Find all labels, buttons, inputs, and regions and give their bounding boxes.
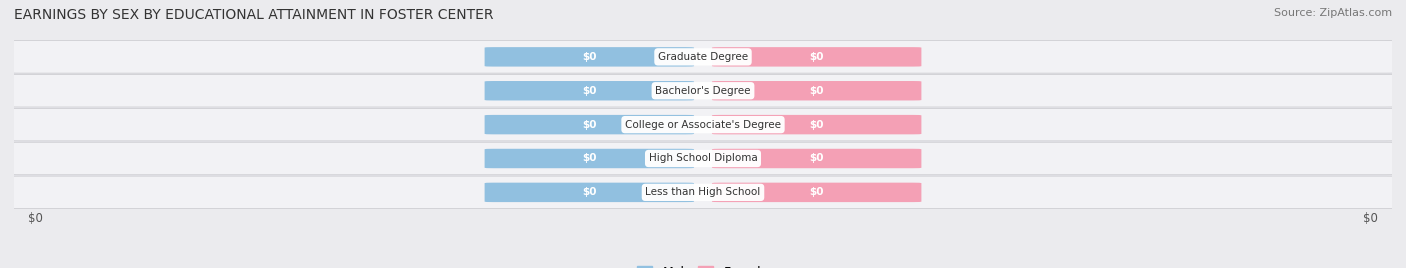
Bar [14, 142, 1392, 176]
FancyBboxPatch shape [485, 149, 695, 168]
Text: $0: $0 [582, 154, 596, 163]
FancyBboxPatch shape [7, 75, 1399, 107]
Bar [14, 176, 1392, 209]
FancyBboxPatch shape [7, 40, 1399, 73]
Legend: Male, Female: Male, Female [633, 260, 773, 268]
FancyBboxPatch shape [485, 115, 695, 134]
Bar [14, 74, 1392, 108]
Text: Source: ZipAtlas.com: Source: ZipAtlas.com [1274, 8, 1392, 18]
Bar [14, 108, 1392, 142]
FancyBboxPatch shape [7, 142, 1399, 175]
Text: Graduate Degree: Graduate Degree [658, 52, 748, 62]
Text: Bachelor's Degree: Bachelor's Degree [655, 86, 751, 96]
Bar [14, 40, 1392, 74]
Text: $0: $0 [582, 187, 596, 197]
FancyBboxPatch shape [7, 108, 1399, 141]
Text: $0: $0 [28, 212, 42, 225]
FancyBboxPatch shape [711, 149, 921, 168]
FancyBboxPatch shape [7, 176, 1399, 209]
Text: $0: $0 [1364, 212, 1378, 225]
Text: $0: $0 [810, 154, 824, 163]
FancyBboxPatch shape [711, 115, 921, 134]
FancyBboxPatch shape [711, 47, 921, 66]
FancyBboxPatch shape [485, 183, 695, 202]
Text: High School Diploma: High School Diploma [648, 154, 758, 163]
FancyBboxPatch shape [485, 47, 695, 66]
Text: $0: $0 [810, 120, 824, 130]
FancyBboxPatch shape [711, 81, 921, 100]
FancyBboxPatch shape [485, 81, 695, 100]
Text: $0: $0 [582, 120, 596, 130]
Text: $0: $0 [810, 187, 824, 197]
Text: $0: $0 [810, 86, 824, 96]
FancyBboxPatch shape [711, 183, 921, 202]
Text: EARNINGS BY SEX BY EDUCATIONAL ATTAINMENT IN FOSTER CENTER: EARNINGS BY SEX BY EDUCATIONAL ATTAINMEN… [14, 8, 494, 22]
Text: Less than High School: Less than High School [645, 187, 761, 197]
Text: $0: $0 [582, 86, 596, 96]
Text: $0: $0 [810, 52, 824, 62]
Text: $0: $0 [582, 52, 596, 62]
Text: College or Associate's Degree: College or Associate's Degree [626, 120, 780, 130]
